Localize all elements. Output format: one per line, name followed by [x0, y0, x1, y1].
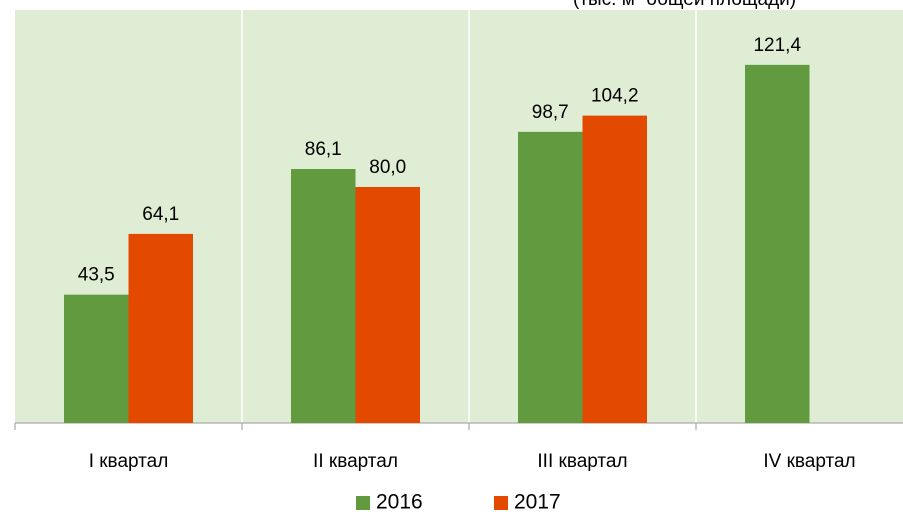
data-label: 86,1: [305, 139, 342, 160]
bar: [355, 187, 420, 423]
data-label: 80,0: [369, 157, 406, 178]
legend-swatch: [494, 496, 508, 510]
bar: [291, 169, 356, 423]
bar: [582, 115, 647, 424]
data-label: 43,5: [78, 265, 115, 286]
x-tick-label: II квартал: [313, 451, 398, 472]
bar: [128, 233, 193, 423]
data-label: 121,4: [753, 35, 801, 56]
chart-subtitle: (тыс. м² общей площади): [573, 0, 796, 10]
x-tick-label: I квартал: [89, 451, 169, 472]
x-tick-label: IV квартал: [763, 451, 855, 472]
x-tick-label: III квартал: [537, 451, 627, 472]
legend-label: 2016: [376, 491, 423, 514]
bar: [518, 131, 583, 423]
legend-label: 2017: [514, 491, 561, 514]
legend-swatch: [356, 496, 370, 510]
data-label: 64,1: [142, 204, 179, 225]
data-label: 98,7: [532, 102, 569, 123]
bar: [64, 294, 129, 423]
data-label: 104,2: [591, 86, 639, 107]
bar: [745, 64, 810, 424]
